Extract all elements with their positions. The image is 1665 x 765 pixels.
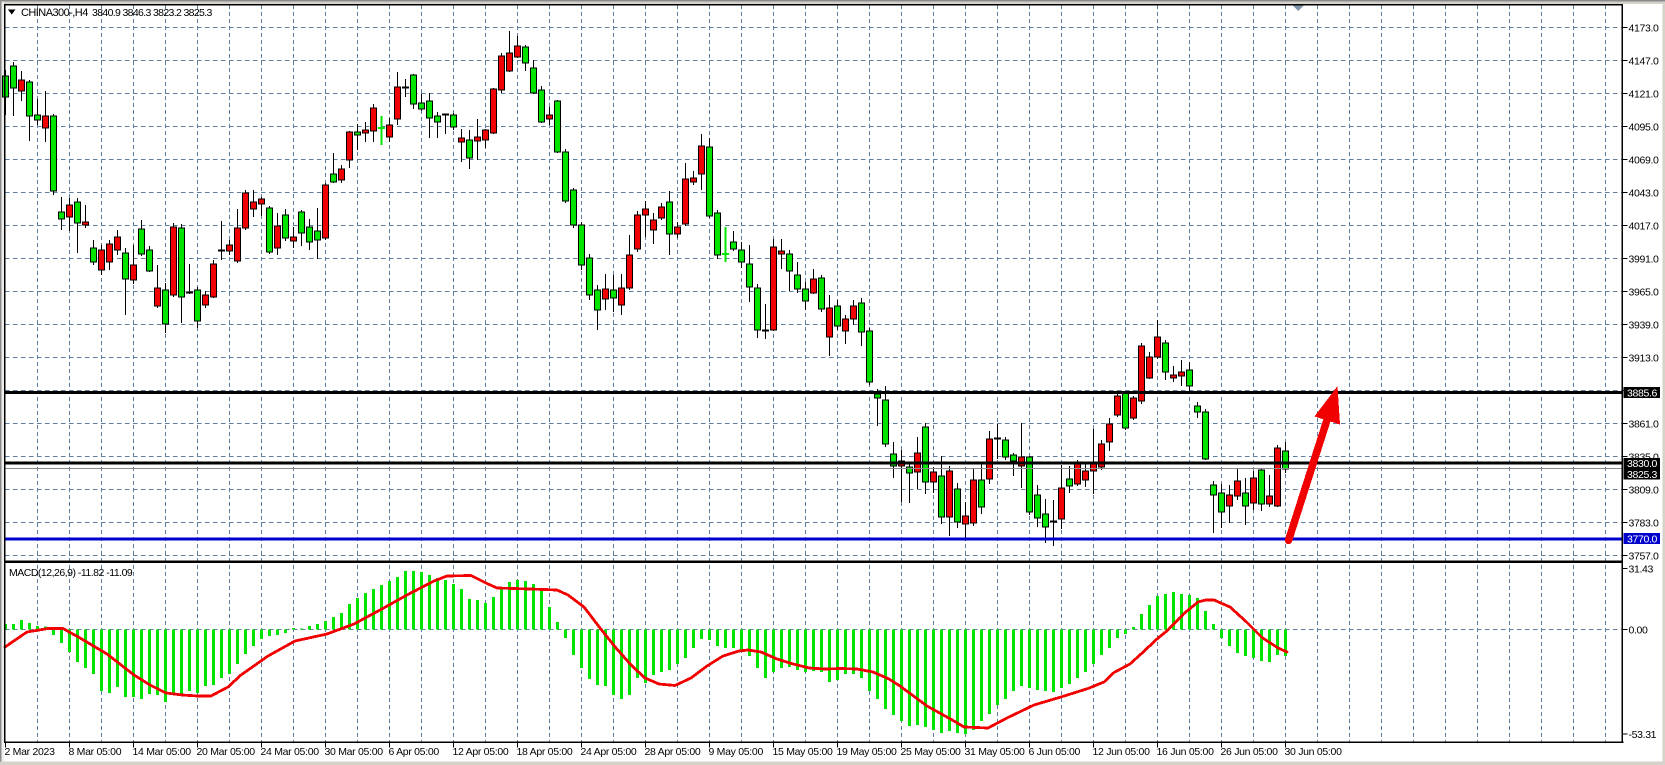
svg-text:12 Jun 05:00: 12 Jun 05:00 [1093, 746, 1151, 758]
svg-text:2 Mar 2023: 2 Mar 2023 [5, 746, 56, 758]
svg-text:4043.0: 4043.0 [1629, 187, 1660, 199]
svg-text:12 Apr 05:00: 12 Apr 05:00 [453, 746, 509, 758]
svg-text:3783.0: 3783.0 [1629, 517, 1660, 529]
svg-text:4147.0: 4147.0 [1629, 55, 1660, 67]
svg-text:15 May 05:00: 15 May 05:00 [773, 746, 833, 758]
svg-text:0.00: 0.00 [1629, 624, 1649, 636]
svg-text:3885.6: 3885.6 [1627, 387, 1658, 399]
svg-text:4121.0: 4121.0 [1629, 88, 1660, 100]
svg-text:MACD(12,26,9) -11.82 -11.09: MACD(12,26,9) -11.82 -11.09 [9, 567, 133, 579]
svg-text:6 Apr 05:00: 6 Apr 05:00 [389, 746, 440, 758]
svg-text:31 May 05:00: 31 May 05:00 [965, 746, 1025, 758]
svg-text:30 Jun 05:00: 30 Jun 05:00 [1285, 746, 1343, 758]
svg-text:4095.0: 4095.0 [1629, 121, 1660, 133]
svg-text:3825.3: 3825.3 [1627, 469, 1658, 481]
svg-text:18 Apr 05:00: 18 Apr 05:00 [517, 746, 573, 758]
svg-text:19 May 05:00: 19 May 05:00 [837, 746, 897, 758]
svg-text:16 Jun 05:00: 16 Jun 05:00 [1157, 746, 1215, 758]
svg-text:8 Mar 05:00: 8 Mar 05:00 [69, 746, 122, 758]
svg-text:3913.0: 3913.0 [1629, 352, 1660, 364]
svg-text:6 Jun 05:00: 6 Jun 05:00 [1029, 746, 1081, 758]
svg-text:4173.0: 4173.0 [1629, 22, 1660, 34]
svg-text:25 May 05:00: 25 May 05:00 [901, 746, 961, 758]
svg-text:24 Apr 05:00: 24 Apr 05:00 [581, 746, 637, 758]
svg-text:3770.0: 3770.0 [1627, 534, 1658, 546]
svg-text:CHINA300-,H4: CHINA300-,H4 [21, 7, 88, 19]
svg-text:3939.0: 3939.0 [1629, 319, 1660, 331]
svg-text:14 Mar 05:00: 14 Mar 05:00 [133, 746, 192, 758]
svg-text:30 Mar 05:00: 30 Mar 05:00 [325, 746, 384, 758]
svg-text:24 Mar 05:00: 24 Mar 05:00 [261, 746, 320, 758]
svg-text:3991.0: 3991.0 [1629, 253, 1660, 265]
svg-text:3757.0: 3757.0 [1629, 550, 1660, 562]
svg-text:4017.0: 4017.0 [1629, 220, 1660, 232]
svg-text:3830.0: 3830.0 [1627, 458, 1658, 470]
svg-text:-53.31: -53.31 [1629, 729, 1657, 741]
svg-text:3861.0: 3861.0 [1629, 418, 1660, 430]
svg-text:3809.0: 3809.0 [1629, 484, 1660, 496]
svg-text:28 Apr 05:00: 28 Apr 05:00 [645, 746, 701, 758]
svg-text:31.43: 31.43 [1629, 563, 1654, 575]
svg-text:9 May 05:00: 9 May 05:00 [709, 746, 764, 758]
svg-text:26 Jun 05:00: 26 Jun 05:00 [1221, 746, 1279, 758]
svg-text:4069.0: 4069.0 [1629, 154, 1660, 166]
svg-text:3840.9 3846.3 3823.2 3825.3: 3840.9 3846.3 3823.2 3825.3 [92, 7, 212, 19]
svg-text:20 Mar 05:00: 20 Mar 05:00 [197, 746, 256, 758]
svg-text:3965.0: 3965.0 [1629, 286, 1660, 298]
